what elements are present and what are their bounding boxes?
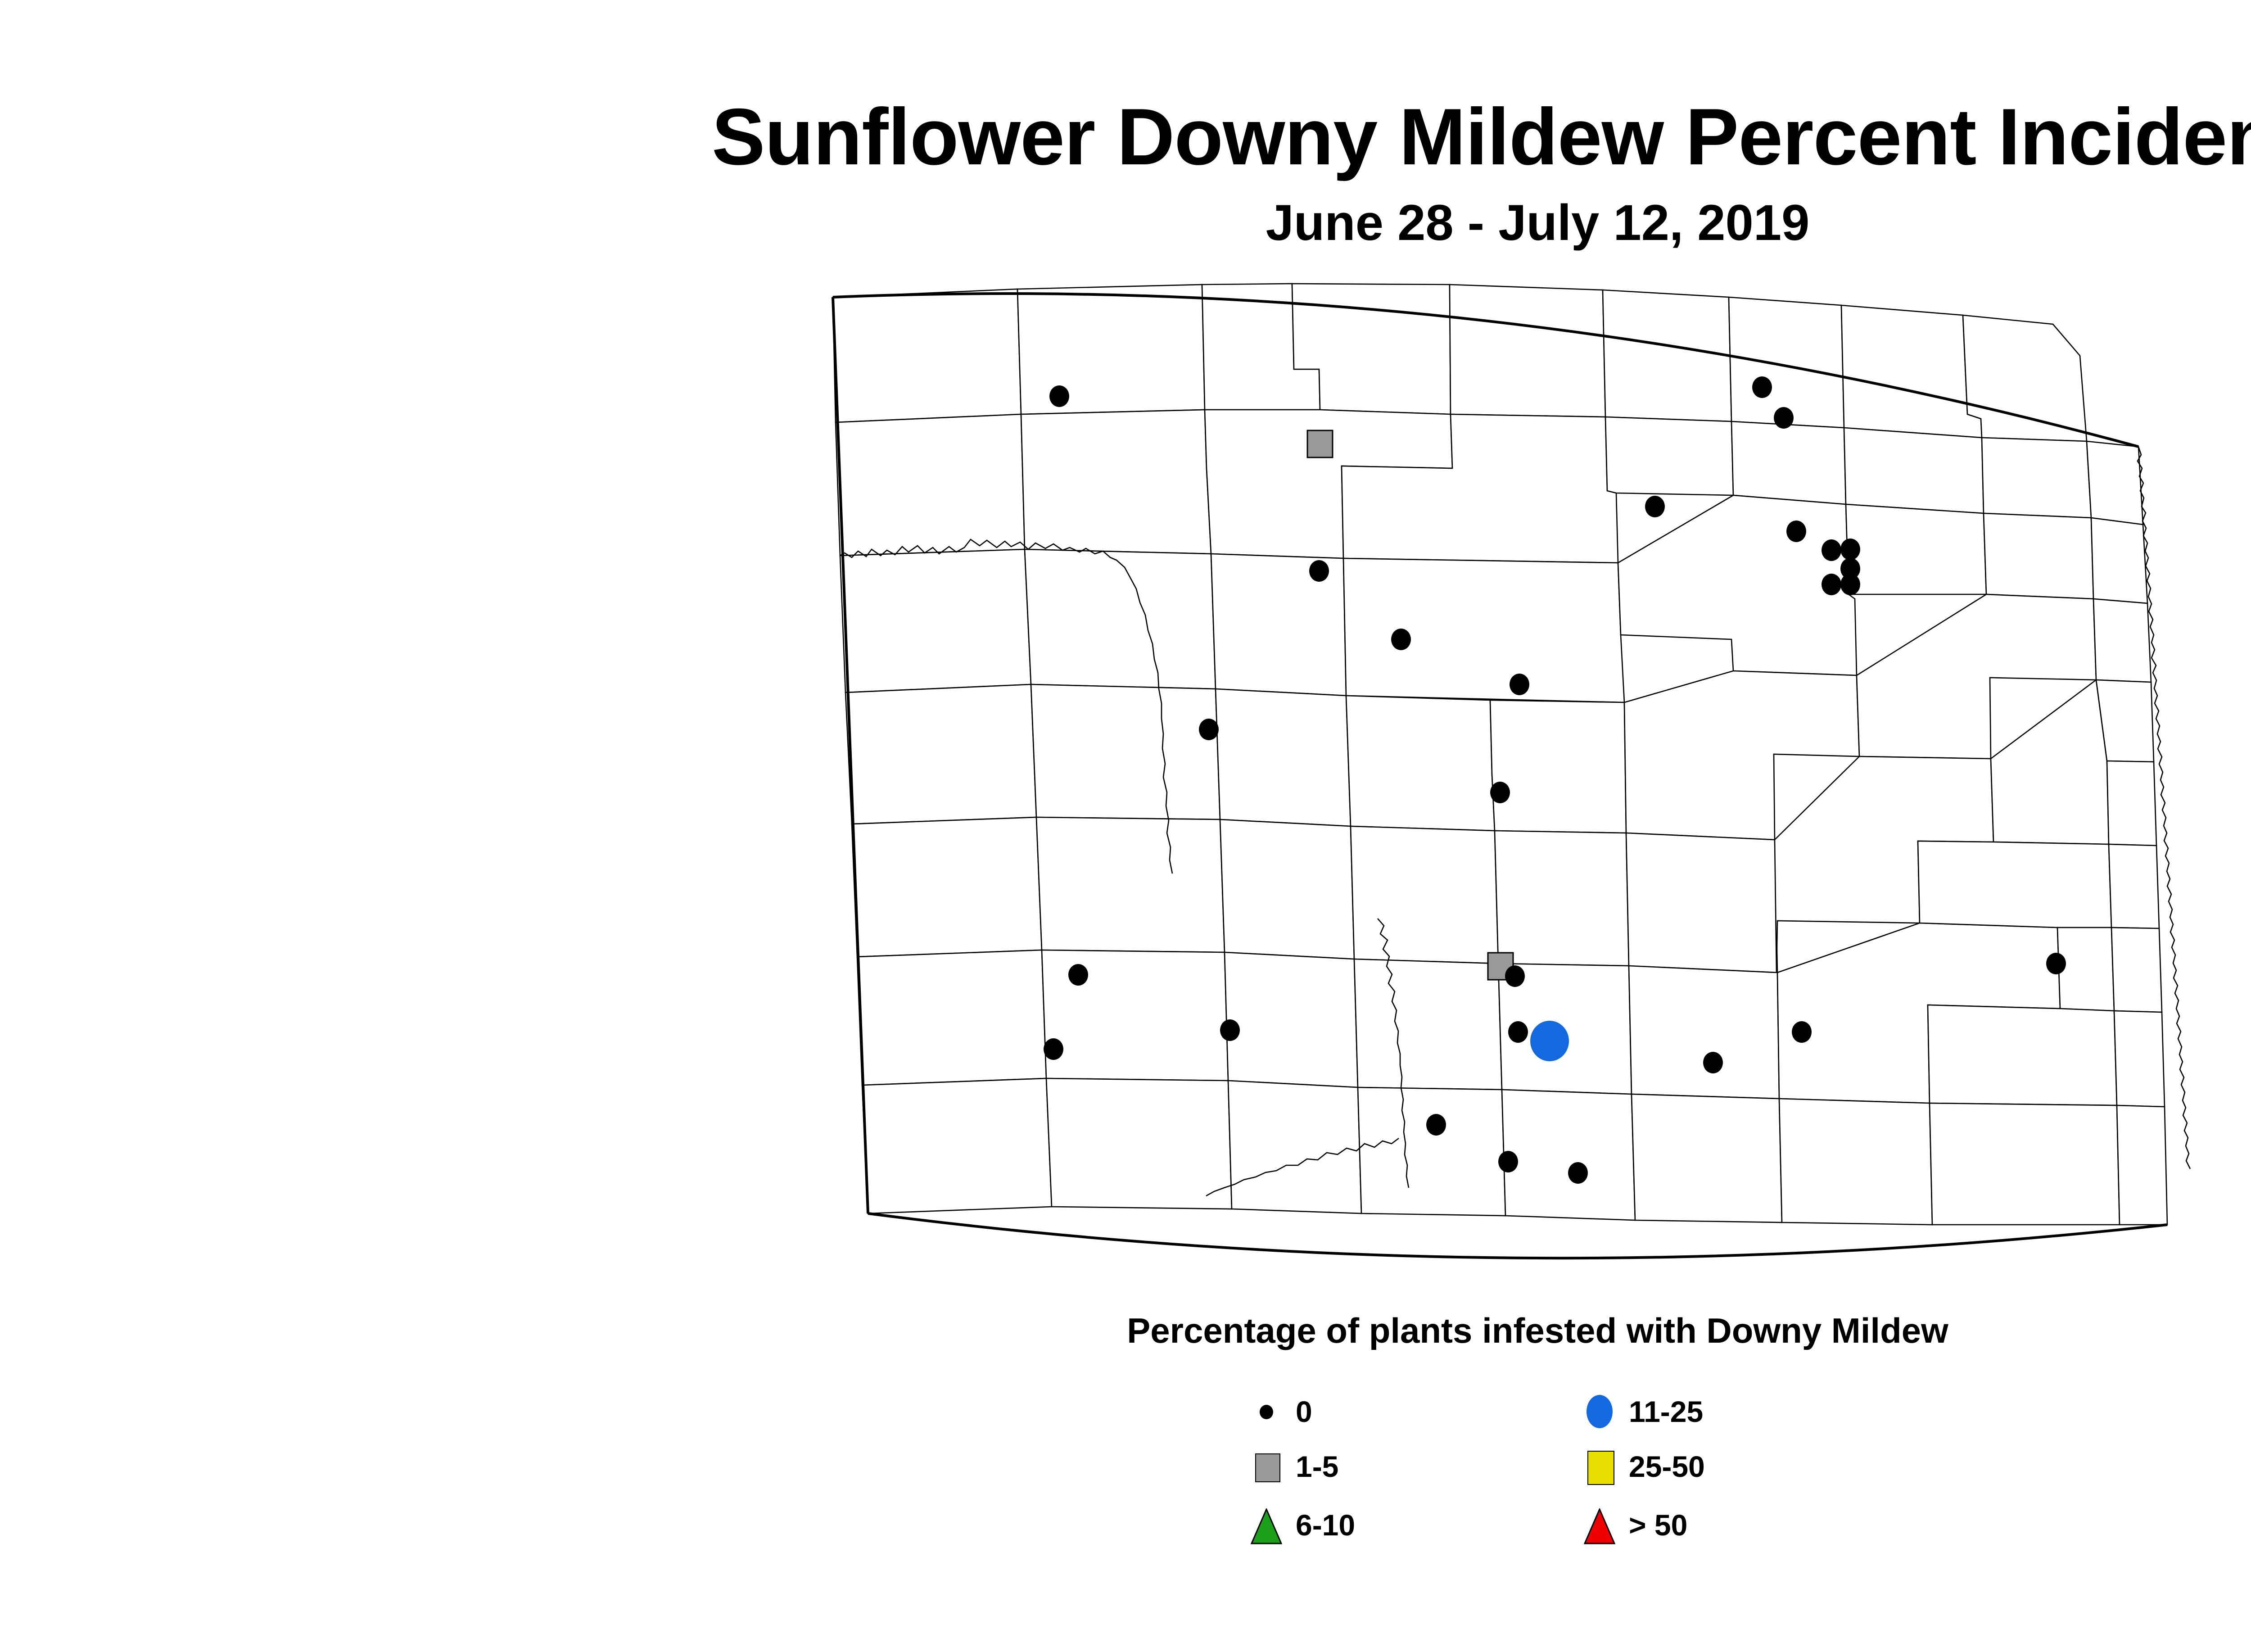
data-point[interactable] [1498,1151,1518,1172]
data-point[interactable] [1822,574,1841,595]
missouri-river [840,539,1410,1197]
legend-item-0: 0 [1247,1387,1312,1436]
legend-item-1-5: 1-5 [1247,1442,1338,1491]
red-river-border [2137,446,2191,1169]
legend-item-over-50: > 50 [1580,1500,1687,1550]
circle-small-black-icon [1247,1391,1288,1432]
north-dakota-map[interactable] [747,279,2251,1279]
state-outline [832,292,2168,1260]
legend-caption: Percentage of plants infested with Downy… [1127,1311,1948,1350]
legend-label: 6-10 [1296,1508,1356,1542]
data-points[interactable] [1044,376,2066,1184]
data-point[interactable] [1792,1021,1812,1043]
legend-item-6-10: 6-10 [1247,1500,1355,1550]
triangle-green-icon [1247,1505,1288,1545]
square-gray-icon [1247,1446,1288,1487]
data-point[interactable] [1786,520,1806,542]
data-point[interactable] [1391,629,1411,650]
data-point[interactable] [1505,965,1525,987]
data-point[interactable] [1840,558,1860,579]
data-point[interactable] [1840,574,1860,595]
page-title: Sunflower Downy Mildew Percent Incidence [711,92,2251,181]
page-subtitle: June 28 - July 12, 2019 [1266,195,1810,251]
data-point[interactable] [1840,539,1860,560]
data-point[interactable] [1568,1162,1588,1184]
data-point[interactable] [1490,782,1510,803]
triangle-red-icon [1580,1505,1621,1545]
data-point[interactable] [1068,964,1088,986]
data-point[interactable] [1508,1021,1528,1043]
data-point[interactable] [1752,376,1772,398]
legend-label: 11-25 [1629,1395,1704,1428]
legend-label: 25-50 [1629,1450,1705,1483]
data-point[interactable] [1044,1038,1063,1060]
circle-blue-icon [1580,1391,1621,1432]
data-point[interactable] [1530,1021,1569,1061]
data-point[interactable] [1703,1052,1723,1073]
data-point[interactable] [1309,560,1329,582]
legend-label: > 50 [1629,1508,1688,1542]
data-point[interactable] [1049,385,1069,407]
data-point[interactable] [1199,719,1219,740]
legend-label: 0 [1296,1395,1312,1428]
data-point[interactable] [1774,407,1794,429]
legend-item-11-25: 11-25 [1580,1387,1703,1436]
data-point[interactable] [1510,674,1529,695]
legend-item-25-50: 25-50 [1580,1442,1705,1491]
data-point[interactable] [1426,1114,1446,1136]
square-yellow-icon [1580,1446,1621,1487]
data-point[interactable] [1645,496,1665,517]
data-point[interactable] [1306,430,1333,458]
legend-label: 1-5 [1296,1450,1339,1483]
legend: 0 1-5 6-10 11-25 25-50 > 50 [1247,1387,2102,1576]
county-boundaries [832,283,2168,1226]
data-point[interactable] [1822,539,1841,561]
data-point[interactable] [2046,953,2066,974]
map-svg [832,283,2191,1260]
data-point[interactable] [1220,1019,1240,1041]
title-block: Sunflower Downy Mildew Percent Incidence… [0,97,2251,248]
